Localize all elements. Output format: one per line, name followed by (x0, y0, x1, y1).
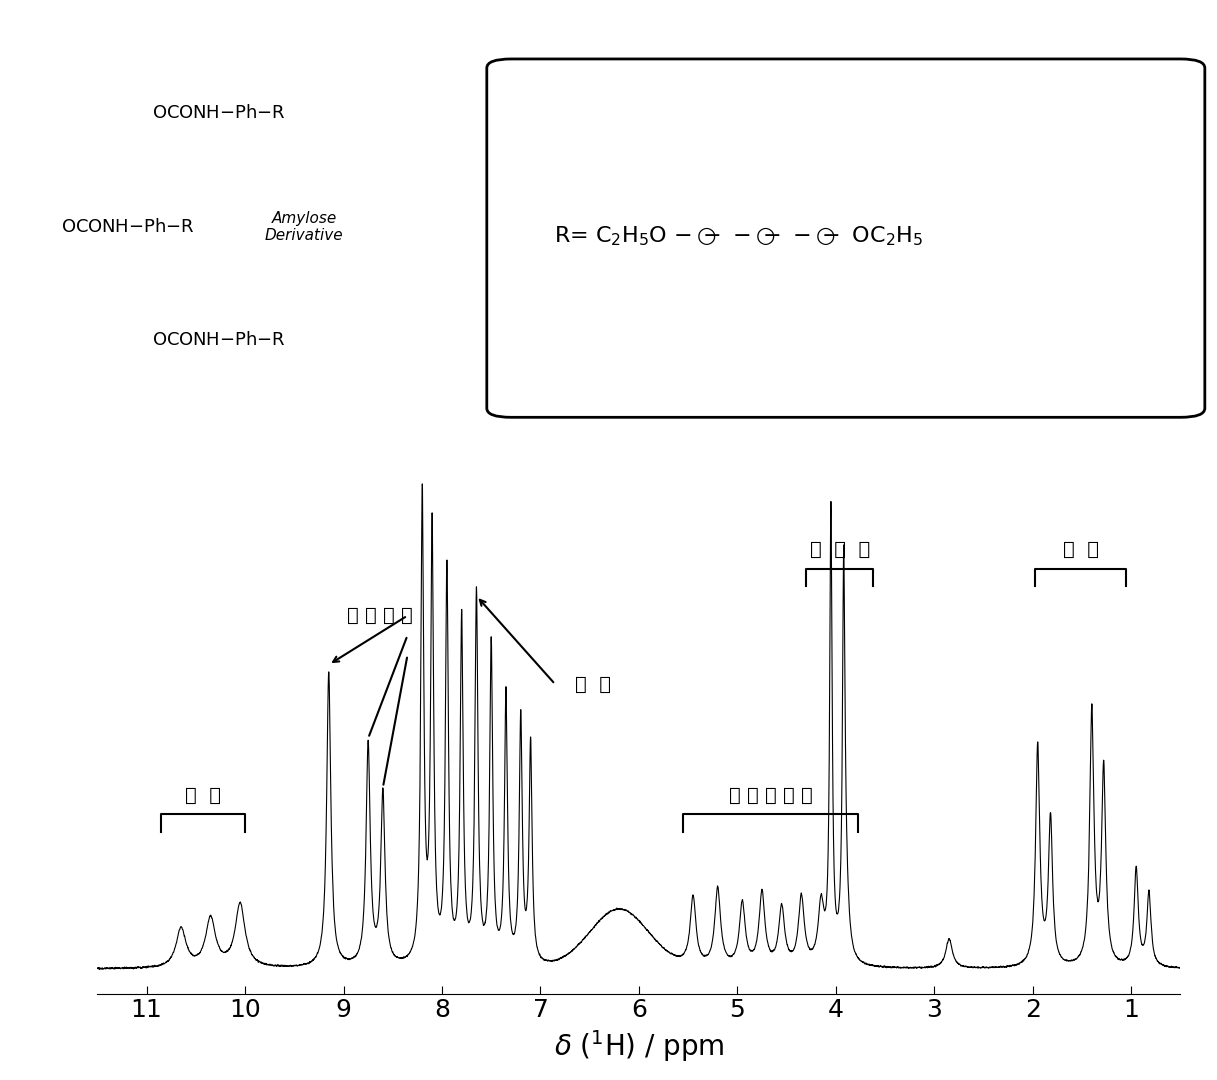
Text: 氨  基: 氨 基 (185, 785, 221, 805)
Text: 苯  基: 苯 基 (574, 675, 611, 693)
Text: 甲  基: 甲 基 (1062, 540, 1099, 559)
Text: 氘 代 吡 啶: 氘 代 吡 啶 (347, 606, 413, 625)
Text: OCONH$-$Ph$-$R: OCONH$-$Ph$-$R (152, 332, 286, 349)
Text: R= C$_2$H$_5$O $-\bigcirc\!\!\!\!\!\!-$ $-\bigcirc\!\!\!\!\!\!-$ $-\bigcirc\!\!\: R= C$_2$H$_5$O $-\bigcirc\!\!\!\!\!\!-$ … (554, 224, 922, 247)
Text: OCONH$-$Ph$-$R: OCONH$-$Ph$-$R (61, 218, 195, 235)
FancyBboxPatch shape (487, 59, 1205, 417)
Text: 甲  氧  基: 甲 氧 基 (809, 540, 870, 559)
Text: 葡 萄 糖 单 元: 葡 萄 糖 单 元 (729, 785, 812, 805)
Text: OCONH$-$Ph$-$R: OCONH$-$Ph$-$R (152, 105, 286, 122)
X-axis label: $\delta$ ($^{1}$H) / ppm: $\delta$ ($^{1}$H) / ppm (554, 1028, 724, 1064)
Text: Amylose
Derivative: Amylose Derivative (265, 211, 343, 243)
